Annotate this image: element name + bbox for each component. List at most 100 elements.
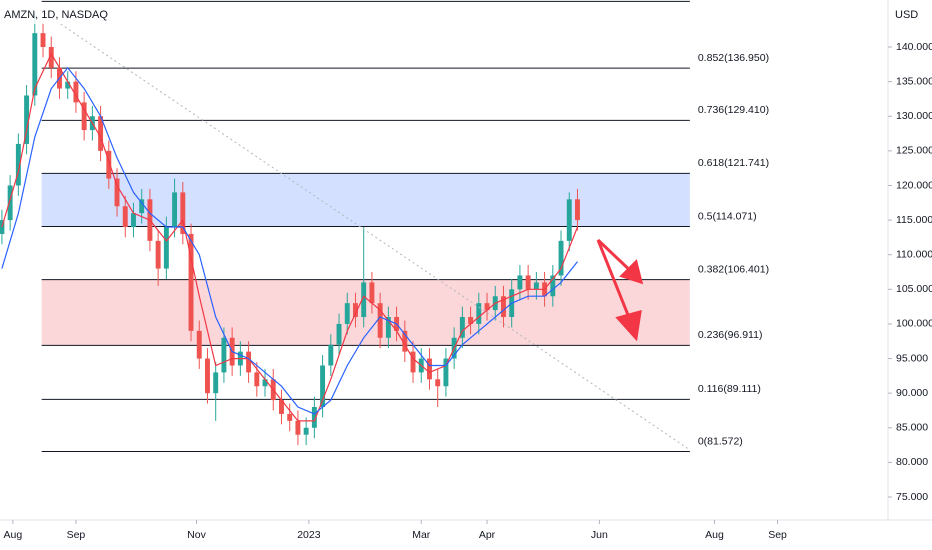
y-tick-label: 95.000 bbox=[896, 352, 928, 364]
candle-body bbox=[246, 351, 252, 373]
candle-body bbox=[114, 178, 120, 207]
fib-label: 0.852(136.950) bbox=[698, 52, 769, 64]
candle-body bbox=[213, 372, 219, 394]
candle-body bbox=[254, 372, 260, 387]
candle-body bbox=[501, 296, 506, 318]
candle-body bbox=[410, 351, 416, 373]
candle-body bbox=[73, 81, 79, 103]
candle-body bbox=[377, 303, 383, 338]
candle-body bbox=[550, 275, 556, 297]
candle-body bbox=[98, 116, 104, 151]
candle-body bbox=[303, 427, 309, 435]
candle-body bbox=[81, 102, 87, 131]
candle-body bbox=[122, 206, 128, 228]
candle-body bbox=[320, 365, 326, 408]
arrow-head bbox=[615, 309, 642, 342]
candle-body bbox=[344, 303, 350, 324]
arrow-head bbox=[619, 259, 644, 285]
fib-label: 0.116(89.111) bbox=[698, 383, 761, 395]
candle-body bbox=[353, 303, 358, 318]
candle-body bbox=[459, 317, 465, 338]
moving-average bbox=[1, 66, 578, 415]
moving-average bbox=[1, 52, 579, 422]
candle-body bbox=[155, 240, 161, 269]
y-tick-label: 75.000 bbox=[896, 491, 928, 503]
candle-body bbox=[402, 330, 408, 352]
fib-label: 0(81.572) bbox=[698, 435, 743, 447]
x-tick-label: Aug bbox=[705, 529, 724, 541]
fib-label: 0.236(96.911) bbox=[698, 329, 763, 341]
candle-body bbox=[106, 150, 112, 179]
arrow bbox=[596, 239, 632, 321]
candle-body bbox=[139, 199, 145, 214]
candle-body bbox=[188, 233, 194, 331]
axes: 75.000 80.000 85.000 90.000 95.000 100.000 105… bbox=[4, 41, 932, 541]
candle-body bbox=[172, 192, 178, 228]
candle-body bbox=[468, 317, 474, 324]
y-tick-label: 80.000 bbox=[896, 456, 928, 468]
y-tick-label: 85.000 bbox=[896, 422, 928, 434]
y-tick-label: 105.000 bbox=[896, 283, 932, 295]
y-tick-label: 90.000 bbox=[896, 387, 928, 399]
candle-body bbox=[131, 213, 136, 228]
candle-body bbox=[221, 337, 227, 373]
time-axis-bg bbox=[0, 520, 932, 550]
candle-body bbox=[328, 344, 334, 366]
candle-body bbox=[525, 275, 531, 290]
candle-body bbox=[295, 420, 301, 435]
candle-body bbox=[443, 358, 449, 387]
fib-label: 0.382(106.401) bbox=[698, 263, 769, 275]
x-tick-label: Sep bbox=[768, 529, 787, 541]
x-tick-label: Mar bbox=[412, 529, 431, 541]
forecast-arrows bbox=[596, 238, 644, 342]
candle-body bbox=[287, 413, 293, 421]
fib-label: 0.736(129.410) bbox=[698, 104, 769, 116]
candle-body bbox=[369, 282, 375, 304]
candle-body bbox=[15, 143, 21, 186]
candle-body bbox=[427, 358, 432, 380]
candle-body bbox=[385, 317, 391, 338]
candle-body bbox=[279, 400, 284, 414]
candle-body bbox=[517, 275, 523, 290]
y-tick-label: 135.000 bbox=[896, 75, 932, 87]
candle-body bbox=[205, 358, 210, 394]
candle-body bbox=[24, 95, 30, 144]
y-tick-label: 130.000 bbox=[896, 110, 932, 122]
candle-body bbox=[40, 33, 46, 48]
candle-body bbox=[65, 81, 71, 89]
candle-body bbox=[336, 323, 342, 345]
candle-body bbox=[311, 407, 317, 428]
fib-label: 0.5(114.071) bbox=[698, 210, 757, 222]
y-tick-label: 115.000 bbox=[896, 214, 932, 226]
candle-body bbox=[163, 227, 169, 269]
x-tick-label: Jun bbox=[591, 529, 608, 541]
candle-body bbox=[558, 240, 564, 276]
candle-body bbox=[196, 330, 202, 359]
x-tick-label: Apr bbox=[479, 529, 496, 541]
x-tick-label: 2023 bbox=[297, 529, 321, 541]
candle-body bbox=[361, 282, 367, 318]
candle-body bbox=[32, 33, 38, 96]
candle-body bbox=[180, 192, 186, 234]
chart-title: AMZN, 1D, NASDAQ bbox=[4, 9, 108, 21]
candle-body bbox=[484, 303, 490, 311]
fib-label: 0.618(121.741) bbox=[698, 157, 769, 169]
candle-body bbox=[533, 282, 539, 290]
plot-area: 0.852(136.950) 0.736(129.410) 0.618(121.74… bbox=[0, 0, 769, 453]
y-axis-label: USD bbox=[895, 9, 918, 21]
y-tick-label: 125.000 bbox=[896, 145, 932, 157]
title-bg bbox=[0, 6, 100, 24]
candle-body bbox=[7, 185, 13, 221]
candle-body bbox=[262, 379, 268, 387]
candle-body bbox=[566, 199, 572, 241]
x-tick-label: Sep bbox=[67, 529, 86, 541]
y-tick-label: 100.000 bbox=[896, 318, 932, 330]
x-tick-label: Nov bbox=[187, 529, 206, 541]
y-tick-label: 140.000 bbox=[896, 41, 932, 53]
candle-body bbox=[435, 379, 441, 387]
candle-body bbox=[575, 199, 580, 221]
y-tick-label: 120.000 bbox=[896, 179, 932, 191]
candle-body bbox=[476, 303, 482, 324]
